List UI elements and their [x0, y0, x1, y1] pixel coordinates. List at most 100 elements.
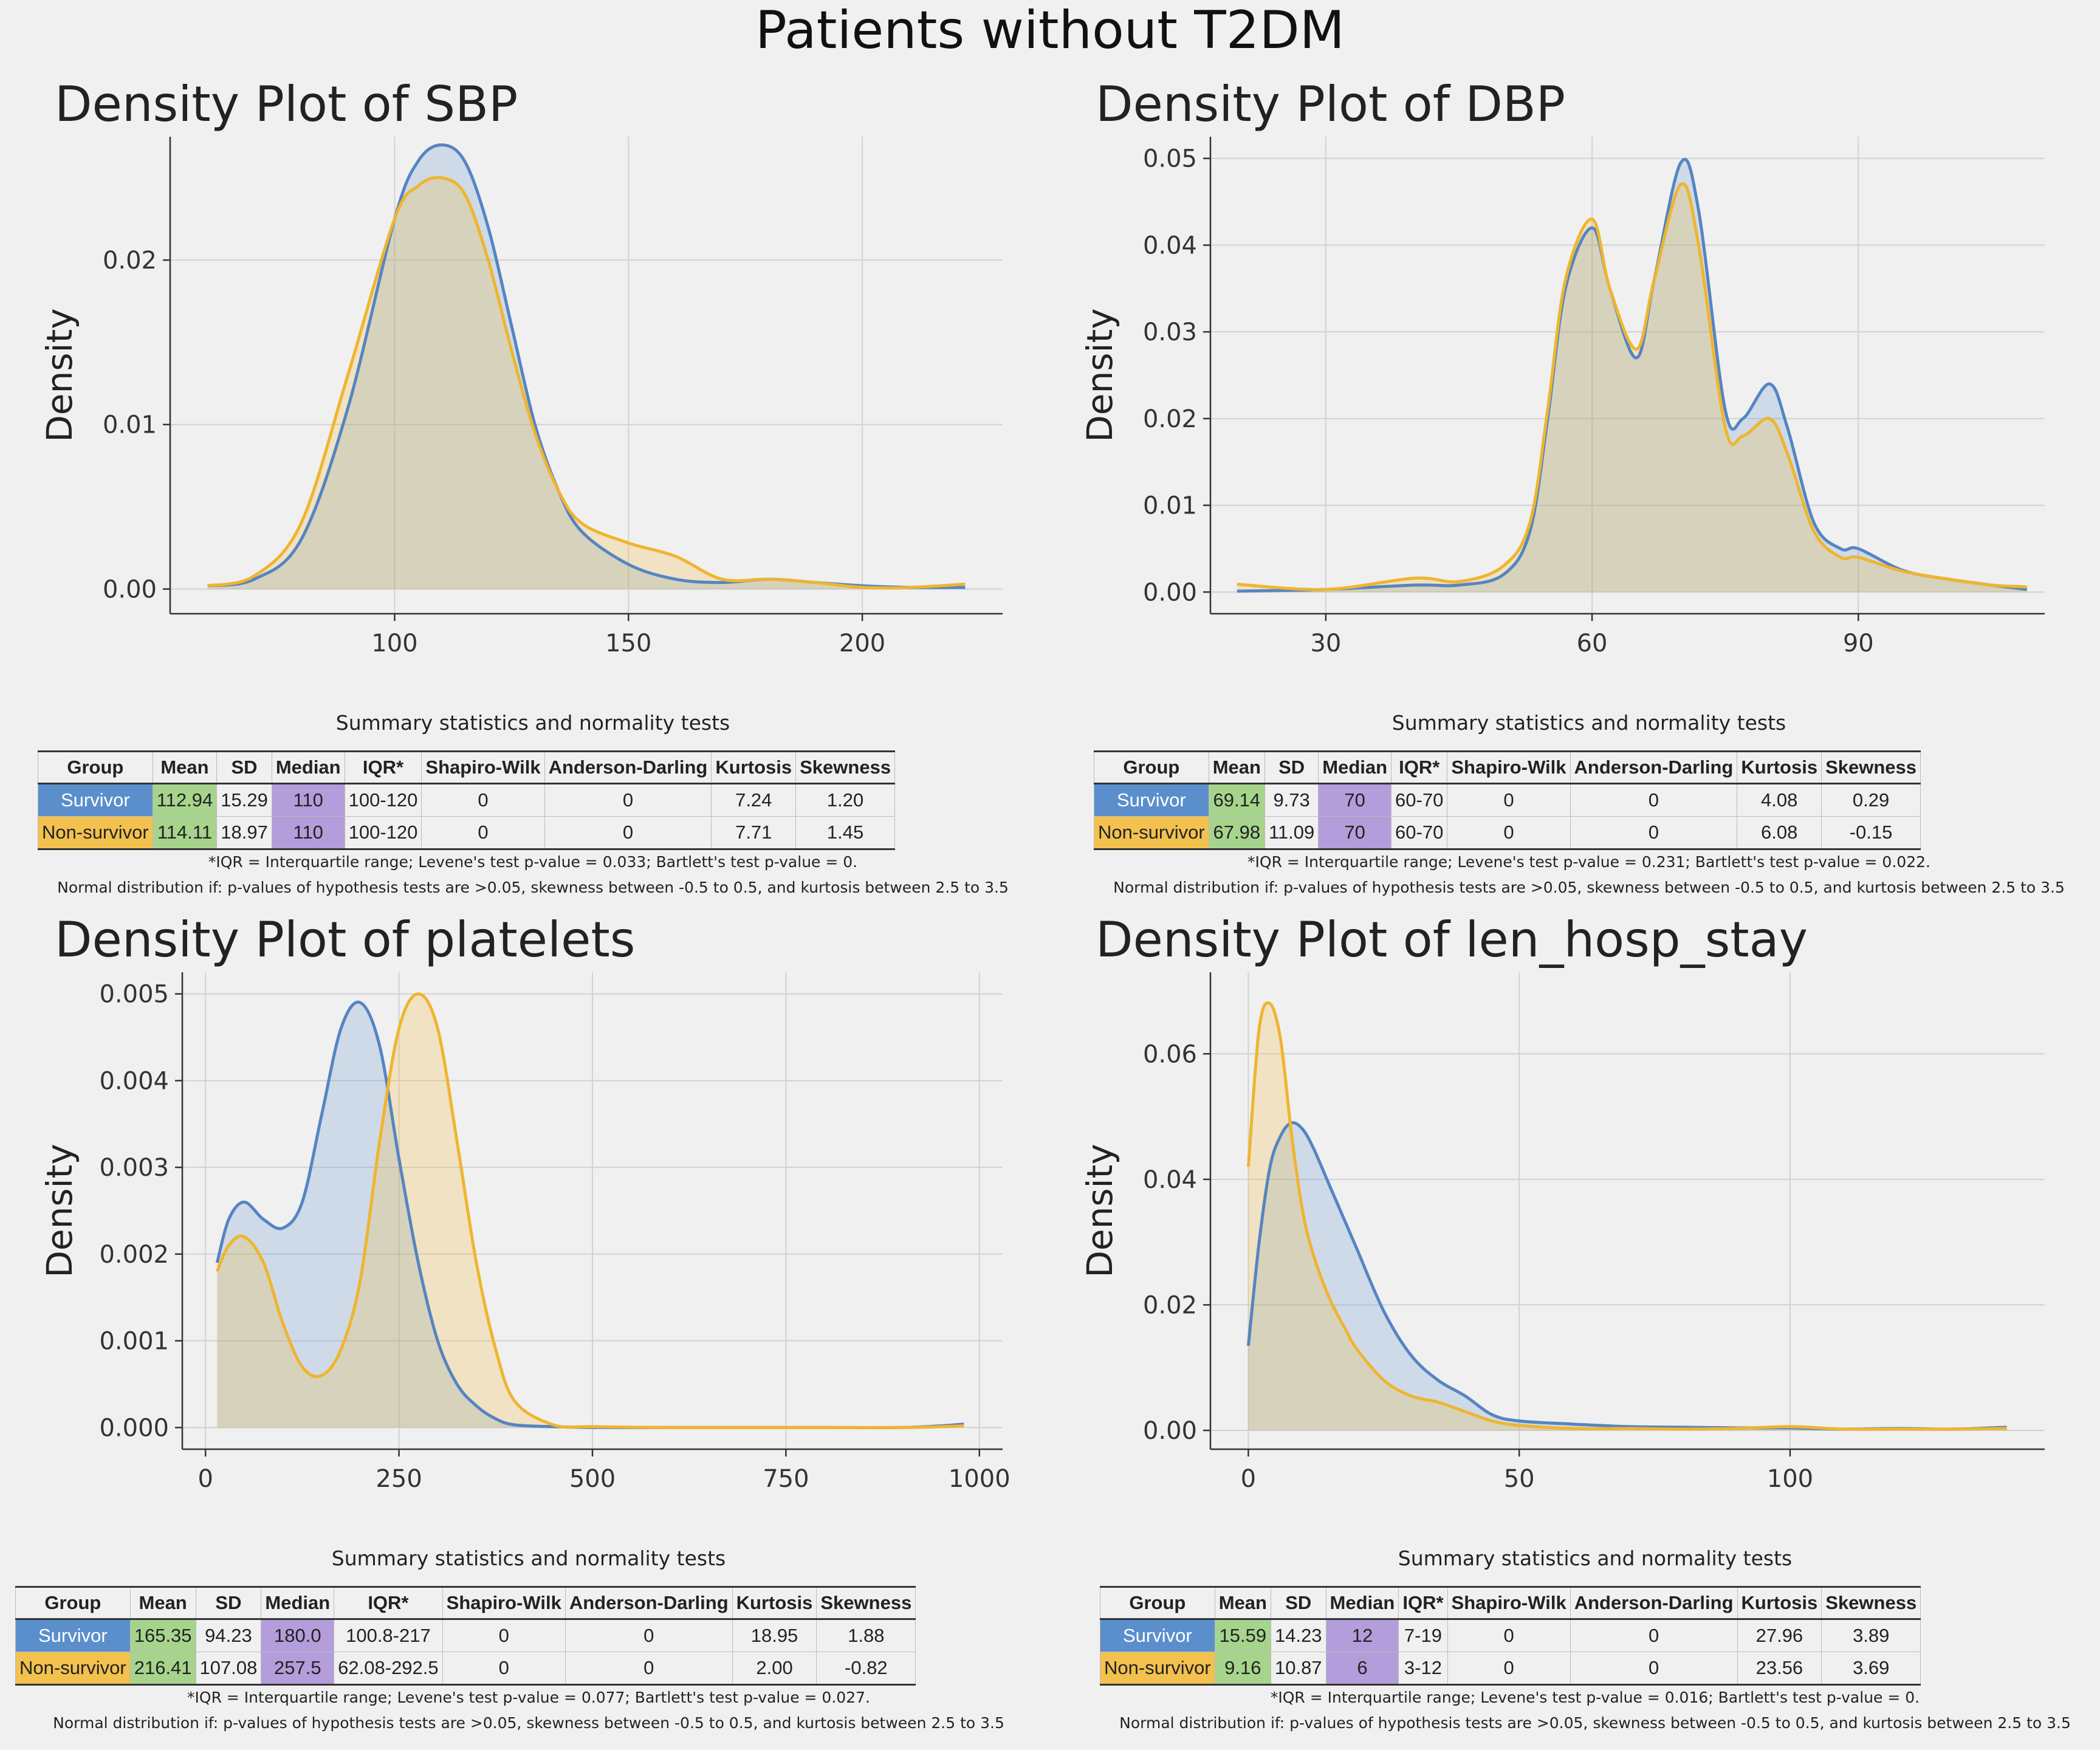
cell-group: Non-survivor: [1100, 1652, 1215, 1686]
cell-kurtosis: 4.08: [1737, 783, 1822, 817]
column-header: Anderson-Darling: [564, 1586, 733, 1620]
cell-mean: 69.14: [1208, 783, 1265, 817]
cell-ad: 0: [1570, 1652, 1738, 1686]
column-header: Anderson-Darling: [1570, 750, 1738, 784]
column-header: Median: [271, 750, 345, 784]
cell-median: 110: [271, 783, 345, 817]
cell-kurtosis: 18.95: [732, 1619, 817, 1652]
table-row: Survivor 112.94 15.29 110 100-120 0 0 7.24 1.20: [38, 783, 896, 817]
cell-sd: 14.23: [1270, 1619, 1326, 1652]
cell-group: Non-survivor: [1094, 816, 1209, 850]
cell-median: 6: [1325, 1652, 1399, 1686]
page-title: Patients without T2DM: [755, 0, 1345, 61]
cell-ad: 0: [1570, 783, 1738, 817]
normality-note: Normal distribution if: p-values of hypo…: [57, 879, 1009, 896]
x-tick-label: 60: [1577, 630, 1608, 657]
cell-mean: 114.11: [152, 816, 218, 850]
column-header: Kurtosis: [1737, 1586, 1822, 1620]
cell-sd: 15.29: [216, 783, 272, 817]
density-area-non-survivor: [217, 993, 964, 1428]
x-tick-label: 150: [605, 630, 651, 657]
column-header: Anderson-Darling: [544, 750, 712, 784]
column-header: Mean: [152, 750, 218, 784]
density-area-survivor: [207, 145, 966, 589]
column-header: Shapiro-Wilk: [1447, 1586, 1571, 1620]
y-tick-label: 0.01: [1143, 492, 1197, 520]
stats-table-len-hosp-stay: Group Mean SD Median IQR* Shapiro-Wilk Anderso…: [1100, 1586, 1921, 1686]
cell-ad: 0: [564, 1619, 733, 1652]
y-tick-label: 0.00: [103, 575, 157, 603]
cell-iqr: 100.8-217: [334, 1619, 443, 1652]
density-area-survivor: [1237, 159, 2027, 592]
table-row: Survivor 15.59 14.23 12 7-19 0 0 27.96 3.89: [1100, 1619, 1921, 1652]
cell-sd: 9.73: [1264, 783, 1319, 817]
cell-median: 257.5: [261, 1652, 335, 1686]
table-row: Non-survivor 67.98 11.09 70 60-70 0 0 6.08 -0.15: [1094, 816, 1921, 850]
y-tick-label: 0.05: [1143, 145, 1197, 173]
normality-note: Normal distribution if: p-values of hypo…: [1113, 879, 2065, 896]
y-tick-label: 0.04: [1143, 232, 1197, 259]
y-tick-label: 0.01: [103, 411, 157, 439]
cell-group: Survivor: [38, 783, 153, 817]
table-header-row: Group Mean SD Median IQR* Shapiro-Wilk Anderso…: [15, 1586, 916, 1620]
column-header: Group: [1094, 750, 1209, 784]
column-header: Kurtosis: [732, 1586, 817, 1620]
cell-sw: 0: [1447, 1619, 1571, 1652]
cell-median: 70: [1318, 816, 1392, 850]
column-header: Anderson-Darling: [1570, 1586, 1738, 1620]
cell-sw: 0: [1447, 783, 1571, 817]
table-footnote: *IQR = Interquartile range; Levene's tes…: [187, 1689, 870, 1706]
table-row: Survivor 165.35 94.23 180.0 100.8-217 0 0 18.95…: [15, 1619, 916, 1652]
column-header: Shapiro-Wilk: [442, 1586, 566, 1620]
density-area-non-survivor: [1237, 184, 2027, 592]
cell-group: Non-survivor: [38, 816, 153, 850]
column-header: Median: [1318, 750, 1392, 784]
x-tick-label: 200: [839, 630, 885, 657]
grid: [1210, 137, 2045, 614]
y-tick-label: 0.02: [1143, 405, 1197, 433]
column-header: Group: [1100, 1586, 1215, 1620]
x-tick-label: 750: [763, 1465, 809, 1493]
cell-group: Survivor: [1100, 1619, 1215, 1652]
density-line-survivor: [1237, 157, 2028, 593]
table-footnote: *IQR = Interquartile range; Levene's tes…: [208, 853, 858, 871]
stats-table-dbp: Group Mean SD Median IQR* Shapiro-Wilk Anderso…: [1094, 750, 1921, 850]
y-tick-label: 0.000: [99, 1414, 169, 1442]
cell-kurtosis: 2.00: [732, 1652, 817, 1686]
cell-sd: 18.97: [216, 816, 272, 850]
column-header: IQR*: [1398, 1586, 1448, 1620]
cell-sw: 0: [421, 816, 545, 850]
cell-kurtosis: 27.96: [1737, 1619, 1822, 1652]
column-header: Mean: [1214, 1586, 1271, 1620]
column-header: Skewness: [795, 750, 896, 784]
cell-median: 70: [1318, 783, 1392, 817]
y-axis-label: Density: [39, 1144, 80, 1278]
y-axis-label: Density: [39, 308, 80, 442]
y-axis-label: Density: [1079, 1144, 1120, 1278]
column-header: IQR*: [344, 750, 422, 784]
y-tick-label: 0.001: [99, 1328, 169, 1356]
stats-table-platelets: Group Mean SD Median IQR* Shapiro-Wilk Anderso…: [15, 1586, 916, 1686]
density-line-non-survivor: [215, 992, 964, 1429]
y-tick-label: 0.005: [99, 981, 169, 1009]
column-header: SD: [1270, 1586, 1326, 1620]
density-area-non-survivor: [1248, 1003, 2007, 1430]
y-axis-label: Density: [1079, 308, 1120, 442]
cell-skewness: -0.15: [1821, 816, 1921, 850]
column-header: SD: [195, 1586, 262, 1620]
x-tick-label: 0: [197, 1465, 213, 1493]
chart-title: Density Plot of DBP: [1096, 76, 1566, 132]
table-caption: Summary statistics and normality tests: [1391, 711, 1786, 735]
cell-median: 110: [271, 816, 345, 850]
chart-title: Density Plot of SBP: [55, 76, 518, 132]
cell-mean: 216.41: [129, 1652, 196, 1686]
y-tick-label: 0.00: [1143, 578, 1197, 606]
column-header: Median: [261, 1586, 335, 1620]
y-tick-label: 0.004: [99, 1067, 169, 1095]
y-tick-label: 0.02: [1143, 1291, 1197, 1319]
normality-note: Normal distribution if: p-values of hypo…: [1119, 1714, 2071, 1732]
column-header: Mean: [129, 1586, 196, 1620]
column-header: Shapiro-Wilk: [1447, 750, 1571, 784]
cell-sw: 0: [442, 1619, 566, 1652]
column-header: IQR*: [334, 1586, 443, 1620]
